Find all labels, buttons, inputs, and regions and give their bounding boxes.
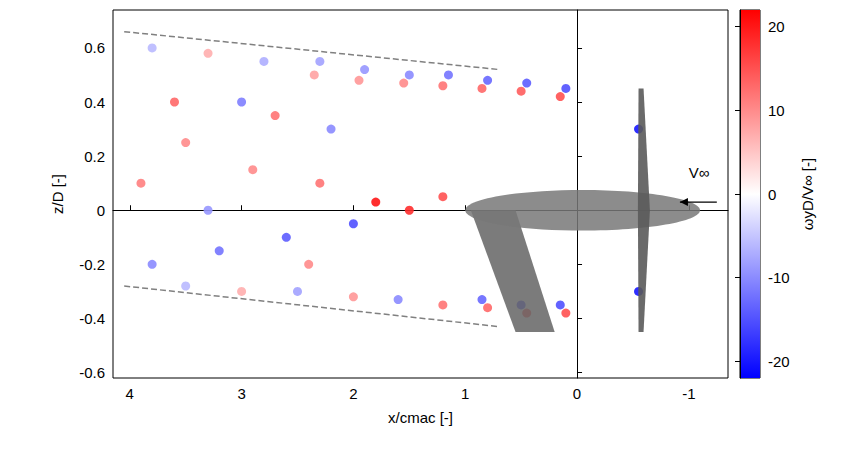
svg-text:-0.6: -0.6 [79,364,105,381]
svg-text:z/D [-]: z/D [-] [49,174,66,214]
svg-text:-0.2: -0.2 [79,256,105,273]
svg-text:-10: -10 [768,269,790,286]
svg-text:-20: -20 [768,353,790,370]
svg-text:V∞: V∞ [689,164,710,181]
svg-text:0: 0 [768,186,776,203]
svg-text:x/cmac [-]: x/cmac [-] [388,409,453,426]
svg-text:1: 1 [461,385,469,402]
svg-text:4: 4 [126,385,134,402]
svg-text:ωyD/V∞ [-]: ωyD/V∞ [-] [799,158,816,230]
svg-text:0.2: 0.2 [84,148,105,165]
svg-text:0.4: 0.4 [84,94,105,111]
svg-text:10: 10 [768,102,785,119]
svg-text:0.6: 0.6 [84,39,105,56]
svg-text:3: 3 [237,385,245,402]
svg-text:0: 0 [573,385,581,402]
svg-text:2: 2 [349,385,357,402]
svg-text:0: 0 [97,202,105,219]
svg-text:-1: -1 [682,385,695,402]
svg-text:20: 20 [768,18,785,35]
svg-text:-0.4: -0.4 [79,310,105,327]
